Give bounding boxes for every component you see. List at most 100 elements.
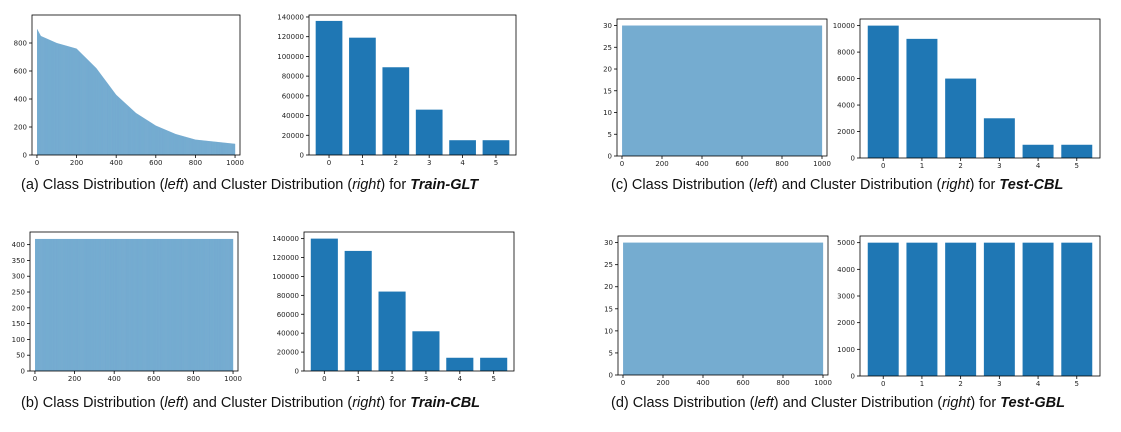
y-tick-label: 10000 — [833, 22, 855, 30]
cluster-bar — [1022, 242, 1054, 376]
x-tick-label: 200 — [656, 379, 669, 387]
y-tick-label: 140000 — [277, 13, 304, 21]
x-tick-label: 4 — [1036, 380, 1041, 388]
x-tick-label: 800 — [775, 160, 788, 168]
x-tick-label: 5 — [1075, 380, 1079, 388]
y-tick-label: 120000 — [272, 254, 299, 262]
x-tick-label: 3 — [427, 159, 431, 167]
y-tick-label: 200 — [14, 124, 27, 132]
chart-c-class: 0 200 400 600 800 1000 0 5 10 15 20 25 30 — [603, 18, 831, 168]
x-tick-label: 800 — [776, 379, 789, 387]
cluster-bar — [867, 25, 899, 158]
cluster-bar — [449, 140, 476, 155]
cluster-bar — [1061, 144, 1093, 158]
caption-c: (c) Class Distribution (left) and Cluste… — [611, 177, 1064, 193]
cluster-bar — [446, 357, 474, 371]
x-tick-label: 1 — [920, 162, 924, 170]
y-tick-label: 25 — [604, 261, 613, 269]
y-tick-label: 2000 — [837, 128, 855, 136]
x-tick-label: 0 — [881, 162, 885, 170]
caption-a: (a) Class Distribution (left) and Cluste… — [21, 177, 479, 193]
cluster-bar — [1022, 144, 1054, 158]
x-tick-label: 600 — [149, 159, 162, 167]
y-tick-label: 20000 — [277, 349, 299, 357]
x-tick-label: 5 — [1075, 162, 1079, 170]
x-tick-label: 1000 — [226, 159, 244, 167]
y-tick-label: 25 — [603, 44, 612, 52]
y-tick-label: 200 — [12, 304, 25, 312]
caption-d: (d) Class Distribution (left) and Cluste… — [611, 395, 1065, 411]
y-tick-label: 40000 — [277, 330, 299, 338]
y-tick-label: 15 — [604, 305, 613, 313]
axes-frame — [29, 231, 239, 372]
y-tick-label: 100000 — [272, 273, 299, 281]
x-tick-label: 3 — [997, 162, 1001, 170]
y-tick-label: 0 — [295, 368, 299, 376]
y-tick-label: 80000 — [282, 73, 304, 81]
x-tick-label: 600 — [147, 375, 160, 383]
y-tick-label: 80000 — [277, 292, 299, 300]
axes-frame — [308, 14, 517, 156]
axes-frame — [859, 18, 1101, 159]
x-tick-label: 2 — [958, 380, 962, 388]
chart-b-cluster: 0 1 2 3 4 5 0 20000 40000 60000 80000 100000 120000 1… — [272, 231, 515, 383]
y-tick-label: 350 — [12, 257, 25, 265]
y-tick-label: 10 — [603, 109, 612, 117]
y-tick-label: 140000 — [272, 235, 299, 243]
y-tick-label: 50 — [16, 352, 25, 360]
cluster-bar — [906, 38, 938, 158]
y-tick-label: 0 — [300, 152, 304, 160]
y-tick-label: 2000 — [837, 319, 855, 327]
chart-c-cluster: 0 1 2 3 4 5 0 2000 4000 6000 8000 10000 — [833, 18, 1101, 170]
y-tick-label: 10 — [604, 327, 613, 335]
y-tick-label: 400 — [12, 241, 25, 249]
x-tick-label: 2 — [390, 375, 394, 383]
y-tick-label: 1000 — [837, 346, 855, 354]
y-tick-label: 20000 — [282, 132, 304, 140]
x-tick-label: 1000 — [813, 160, 831, 168]
x-tick-label: 0 — [322, 375, 326, 383]
caption-b: (b) Class Distribution (left) and Cluste… — [21, 395, 481, 411]
y-tick-label: 0 — [851, 373, 855, 381]
x-tick-label: 400 — [108, 375, 121, 383]
chart-a-class: 0 200 400 600 800 1000 0 200 400 600 800 — [14, 14, 244, 167]
cluster-bar — [945, 242, 977, 376]
axes-frame — [617, 235, 829, 376]
y-tick-label: 40000 — [282, 112, 304, 120]
x-tick-label: 0 — [35, 159, 39, 167]
x-tick-label: 3 — [424, 375, 428, 383]
y-tick-label: 8000 — [837, 49, 855, 57]
y-tick-label: 250 — [12, 289, 25, 297]
cluster-bar — [382, 67, 410, 155]
x-tick-label: 3 — [997, 380, 1001, 388]
y-tick-label: 4000 — [837, 266, 855, 274]
y-tick-label: 6000 — [837, 75, 855, 83]
x-tick-label: 4 — [1036, 162, 1041, 170]
y-tick-label: 4000 — [837, 102, 855, 110]
cluster-bar — [867, 242, 899, 376]
x-tick-label: 4 — [458, 375, 463, 383]
y-tick-label: 0 — [851, 155, 855, 163]
y-tick-label: 120000 — [277, 33, 304, 41]
x-tick-label: 200 — [68, 375, 81, 383]
x-tick-label: 0 — [620, 160, 624, 168]
x-tick-label: 1 — [356, 375, 360, 383]
y-tick-label: 0 — [23, 152, 27, 160]
chart-d-cluster: 0 1 2 3 4 5 0 1000 2000 3000 4000 5000 — [837, 235, 1101, 388]
chart-b-class: 0 200 400 600 800 1000 0 50 100 150 200 250 300 350 40… — [12, 231, 242, 383]
cluster-bar — [344, 250, 372, 371]
x-tick-label: 5 — [491, 375, 495, 383]
y-tick-label: 600 — [14, 68, 27, 76]
x-tick-label: 0 — [327, 159, 331, 167]
x-tick-label: 800 — [187, 375, 200, 383]
y-tick-label: 5000 — [837, 239, 855, 247]
cluster-bar — [378, 291, 406, 371]
cluster-bar — [906, 242, 938, 376]
cluster-bar — [945, 78, 977, 158]
y-tick-label: 3000 — [837, 293, 855, 301]
x-tick-label: 1 — [920, 380, 924, 388]
cluster-bar — [1061, 242, 1093, 376]
x-tick-label: 800 — [189, 159, 202, 167]
x-tick-label: 2 — [958, 162, 962, 170]
y-tick-label: 100000 — [277, 53, 304, 61]
